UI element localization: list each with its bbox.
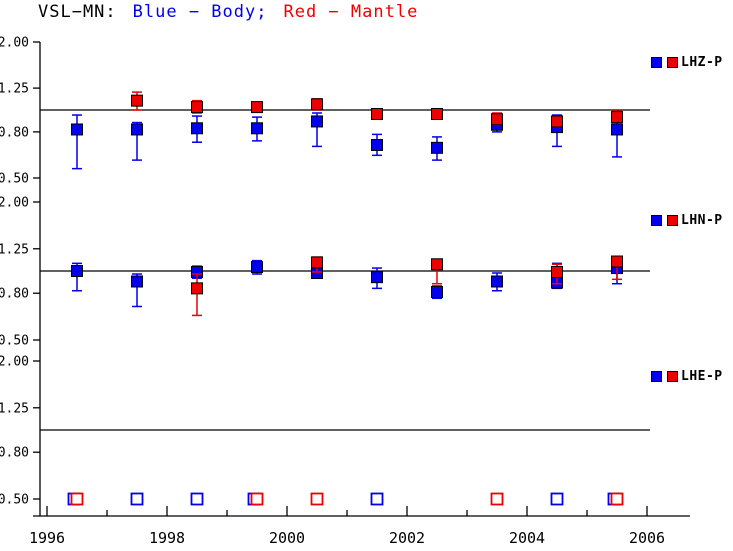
axes: 1996 1998 2000 2002 2004 2006 2.00 1.25 0.80 0.50… [0, 36, 690, 547]
filled-square-marker [311, 115, 323, 128]
filled-square-marker [551, 115, 563, 128]
open-square-marker [490, 492, 504, 506]
svg-text:1998: 1998 [149, 529, 185, 547]
filled-square-marker [311, 256, 323, 269]
panel-axis-LHE-P: 2.00 1.25 0.80 0.50 [0, 355, 650, 508]
legend-lhz: LHZ-P [651, 55, 723, 70]
filled-square-marker [191, 282, 203, 295]
filled-square-marker [251, 261, 263, 274]
filled-square-marker [251, 122, 263, 135]
filled-square-marker [491, 275, 503, 288]
filled-square-marker [311, 98, 323, 111]
filled-square-marker [251, 101, 263, 114]
filled-square-marker [431, 108, 443, 121]
filled-square-marker [191, 101, 203, 114]
panel-LHZ-P-mantle-series [131, 91, 623, 128]
svg-text:2.00: 2.00 [0, 196, 29, 211]
filled-square-marker [431, 258, 443, 271]
legend-red-square-icon [667, 215, 678, 226]
svg-text:2.00: 2.00 [0, 36, 29, 51]
filled-square-marker [131, 275, 143, 288]
filled-square-marker [431, 285, 443, 298]
svg-text:2004: 2004 [509, 529, 545, 547]
svg-text:2002: 2002 [389, 529, 425, 547]
legend-blue-square-icon [651, 371, 662, 382]
filled-square-marker [131, 94, 143, 107]
legend-label: LHZ-P [681, 55, 723, 70]
panel-LHE-P-body-series [67, 492, 621, 506]
panel-axis-LHN-P: 2.00 1.25 0.80 0.50 [0, 196, 650, 349]
svg-text:1.25: 1.25 [0, 82, 29, 97]
svg-text:0.50: 0.50 [0, 493, 29, 508]
svg-text:0.80: 0.80 [0, 125, 29, 140]
legend-label: LHE-P [681, 369, 723, 384]
legend-blue-square-icon [651, 57, 662, 68]
open-square-marker [250, 492, 264, 506]
svg-text:1996: 1996 [29, 529, 65, 547]
legend-label: LHN-P [681, 213, 723, 228]
legend-red-square-icon [667, 371, 678, 382]
svg-text:1.25: 1.25 [0, 401, 29, 416]
open-square-marker [370, 492, 384, 506]
chart-title: VSL−MN: Blue − Body; Red − Mantle [38, 2, 434, 22]
panel-LHE-P-mantle-series [70, 492, 624, 506]
filled-square-marker [71, 265, 83, 277]
panel-LHN-P-body-series [71, 259, 623, 308]
panel-axis-LHZ-P: 2.00 1.25 0.80 0.50 [0, 36, 650, 187]
title-mantle-label: Red − Mantle [283, 2, 419, 22]
svg-text:0.50: 0.50 [0, 172, 29, 187]
filled-square-marker [371, 271, 383, 284]
title-station: VSL−MN: [38, 2, 117, 22]
open-square-marker [610, 492, 624, 506]
svg-text:2006: 2006 [629, 529, 665, 547]
legend-red-square-icon [667, 57, 678, 68]
svg-text:0.50: 0.50 [0, 334, 29, 349]
filled-square-marker [611, 123, 623, 136]
filled-square-marker [131, 123, 143, 136]
legend-lhn: LHN-P [651, 213, 723, 228]
filled-square-marker [371, 138, 383, 151]
filled-square-marker [191, 122, 203, 135]
filled-square-marker [371, 108, 383, 121]
filled-square-marker [71, 123, 83, 136]
panel-LHZ-P-body-series [71, 112, 623, 170]
filled-square-marker [431, 141, 443, 154]
svg-text:0.80: 0.80 [0, 446, 29, 461]
svg-text:1.25: 1.25 [0, 242, 29, 257]
legend-blue-square-icon [651, 215, 662, 226]
title-body-label: Blue − Body; [132, 2, 268, 22]
filled-square-marker [491, 113, 503, 126]
svg-text:2.00: 2.00 [0, 355, 29, 370]
open-square-marker [550, 492, 564, 506]
panel-LHN-P-mantle-series [191, 255, 623, 317]
filled-square-marker [611, 255, 623, 268]
svg-text:0.80: 0.80 [0, 287, 29, 302]
open-square-marker [130, 492, 144, 506]
open-square-marker [190, 492, 204, 506]
open-square-marker [70, 492, 84, 506]
open-square-marker [310, 492, 324, 506]
filled-square-marker [611, 111, 623, 124]
filled-square-marker [551, 266, 563, 279]
legend-lhe: LHE-P [651, 369, 723, 384]
svg-text:2000: 2000 [269, 529, 305, 547]
